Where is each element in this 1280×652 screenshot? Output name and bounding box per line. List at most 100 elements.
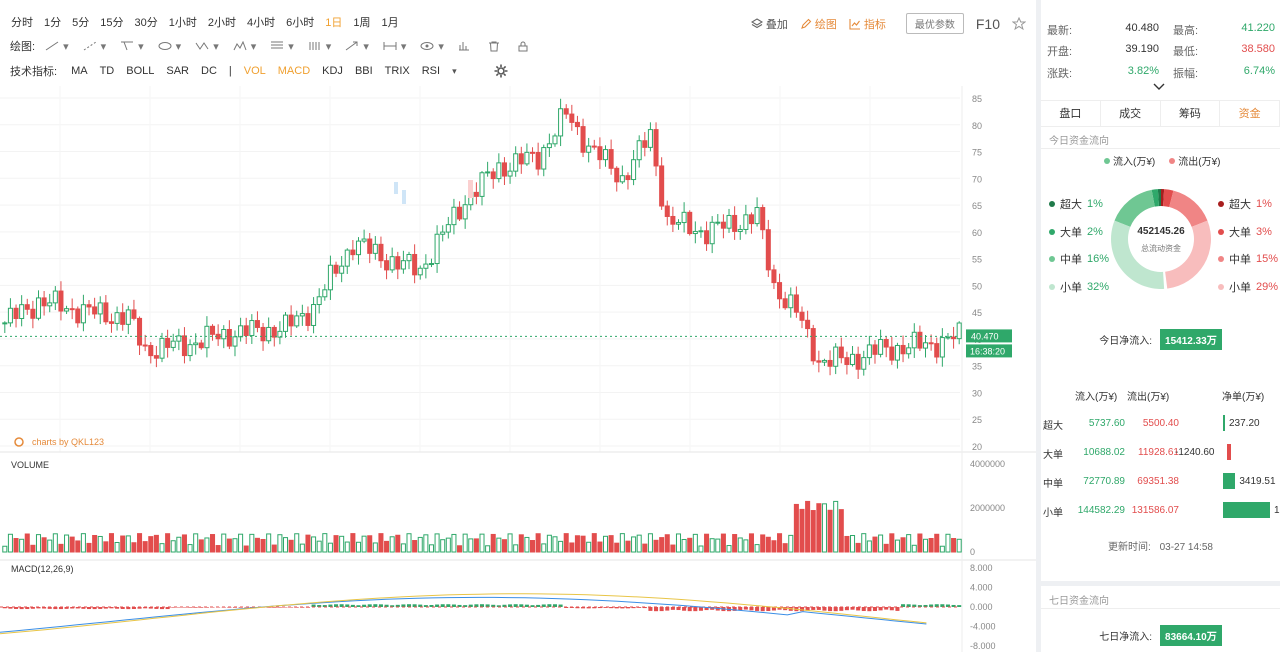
draw-toolbar-label: 绘图: xyxy=(10,41,36,53)
f10-button[interactable]: F10 xyxy=(975,15,1000,32)
volume-bar xyxy=(748,533,754,553)
volume-bar xyxy=(271,544,277,553)
line-tool[interactable]: ▾ xyxy=(45,40,69,53)
delete-drawing-tool[interactable] xyxy=(488,41,504,52)
section-divider xyxy=(1041,581,1280,586)
latest-price: 40.480 xyxy=(1125,22,1159,34)
volume-bar xyxy=(249,533,255,553)
amplitude-label: 振幅: xyxy=(1173,68,1199,80)
indicator-bbi[interactable]: BBI xyxy=(354,65,373,77)
indicator-vol[interactable]: VOL xyxy=(243,65,266,77)
timeframe-3[interactable]: 15分 xyxy=(100,17,124,29)
table-header-net: 净单(万¥) xyxy=(1222,392,1265,403)
macd-bar xyxy=(766,607,771,612)
indicator-button[interactable]: 指标 xyxy=(849,16,886,32)
indicator-td[interactable]: TD xyxy=(99,65,115,77)
macd-bar xyxy=(451,604,456,607)
indicator-boll[interactable]: BOLL xyxy=(126,65,155,77)
best-params-button[interactable]: 最优参数 xyxy=(905,13,964,34)
tab-3[interactable]: 资金 xyxy=(1220,101,1280,126)
volume-bar xyxy=(114,542,120,553)
macd-bar xyxy=(36,607,41,609)
measure-tool[interactable]: ▾ xyxy=(383,40,406,53)
star-icon[interactable] xyxy=(1012,16,1026,31)
wave-tool[interactable]: ▾ xyxy=(195,40,219,53)
candle-body xyxy=(434,233,440,265)
volume-bar xyxy=(417,536,423,553)
candle-body xyxy=(406,253,412,262)
outflow-pct: 15% xyxy=(1256,253,1279,265)
chevron-down-icon[interactable] xyxy=(1153,83,1165,91)
indicator-sar[interactable]: SAR xyxy=(166,65,189,77)
tab-0[interactable]: 盘口 xyxy=(1041,101,1101,126)
candle-body xyxy=(159,337,165,359)
macd-bar xyxy=(356,605,361,607)
settings-icon[interactable] xyxy=(494,64,508,78)
row-net: 3419.51 xyxy=(1239,476,1276,487)
inflow-legend-label: 流入(万¥) xyxy=(1113,157,1156,168)
candle-body xyxy=(771,269,777,284)
indicator-ma[interactable]: MA xyxy=(71,65,88,77)
tab-2[interactable]: 筹码 xyxy=(1161,101,1221,126)
timeframe-11[interactable]: 1月 xyxy=(381,17,399,29)
candle-body xyxy=(861,357,867,370)
macd-bar xyxy=(884,607,889,610)
indicator-macd[interactable]: MACD xyxy=(277,65,311,77)
macd-bar xyxy=(732,607,737,611)
macd-bar xyxy=(322,605,327,607)
timeframe-0[interactable]: 分时 xyxy=(11,17,33,29)
quote-summary: 最新: 40.480 最高: 41.220 开盘: 39.190 最低: 38.… xyxy=(1041,0,1280,100)
candle-body xyxy=(704,230,710,245)
indicator-rsi[interactable]: RSI xyxy=(421,65,441,77)
timeframe-10[interactable]: 1周 xyxy=(353,17,371,29)
bar-stats-tool[interactable] xyxy=(458,41,474,51)
candlestick-chart[interactable]: 858075706560555045403530252040.47016:38:… xyxy=(0,86,1036,652)
row-name: 超大 xyxy=(1043,421,1063,432)
draw-button[interactable]: 绘图 xyxy=(800,16,837,32)
macd-bar xyxy=(828,607,833,612)
candle-body xyxy=(428,263,434,266)
indicator-kdj[interactable]: KDJ xyxy=(322,65,343,77)
indicator-dc[interactable]: DC xyxy=(201,65,217,77)
candle-body xyxy=(384,260,390,271)
timeframe-5[interactable]: 1小时 xyxy=(168,17,197,29)
indicator-trix[interactable]: TRIX xyxy=(384,65,410,77)
arrow-tool[interactable]: ▾ xyxy=(345,40,369,53)
table-header-out: 流出(万¥) xyxy=(1127,392,1170,403)
candle-body xyxy=(563,108,569,115)
channel-tool[interactable]: ▾ xyxy=(120,40,144,53)
timeframe-9[interactable]: 1日 xyxy=(325,17,343,29)
visibility-tool[interactable]: ▾ xyxy=(420,40,444,53)
volume-tick: 2000000 xyxy=(970,503,1005,513)
candle-body xyxy=(647,129,653,148)
fund-flow-row: 中单 72770.89 69351.38 3419.51 xyxy=(1041,470,1280,492)
timeframe-7[interactable]: 4小时 xyxy=(247,17,276,29)
timeframe-1[interactable]: 1分 xyxy=(44,17,62,29)
volume-bar xyxy=(103,541,109,553)
pattern-tool[interactable]: ▾ xyxy=(233,40,256,53)
candle-body xyxy=(934,343,940,358)
volume-bar xyxy=(327,542,333,553)
macd-bar xyxy=(771,607,776,611)
timeframe-4[interactable]: 30分 xyxy=(134,17,158,29)
timeframe-8[interactable]: 6小时 xyxy=(286,17,315,29)
panel-divider[interactable] xyxy=(1036,0,1041,652)
fibonacci-tool[interactable]: ▾ xyxy=(270,40,294,53)
overlay-button[interactable]: 叠加 xyxy=(750,16,788,32)
candle-body xyxy=(64,308,70,312)
lock-drawing-tool[interactable] xyxy=(518,41,532,52)
ellipse-tool[interactable]: ▾ xyxy=(158,40,181,53)
ray-tool[interactable]: ▾ xyxy=(83,40,106,53)
candle-body xyxy=(574,121,580,128)
candle-body xyxy=(165,337,171,348)
gann-tool[interactable]: ▾ xyxy=(308,40,331,53)
indicator-more-caret-icon[interactable]: ▾ xyxy=(452,65,457,76)
tab-1[interactable]: 成交 xyxy=(1101,101,1161,126)
volume-bar xyxy=(681,538,687,553)
amplitude-value: 6.74% xyxy=(1243,65,1275,77)
volume-bar xyxy=(75,540,81,553)
volume-bar xyxy=(176,536,182,553)
net-bar xyxy=(1223,415,1225,431)
timeframe-2[interactable]: 5分 xyxy=(72,17,90,29)
timeframe-6[interactable]: 2小时 xyxy=(207,17,236,29)
